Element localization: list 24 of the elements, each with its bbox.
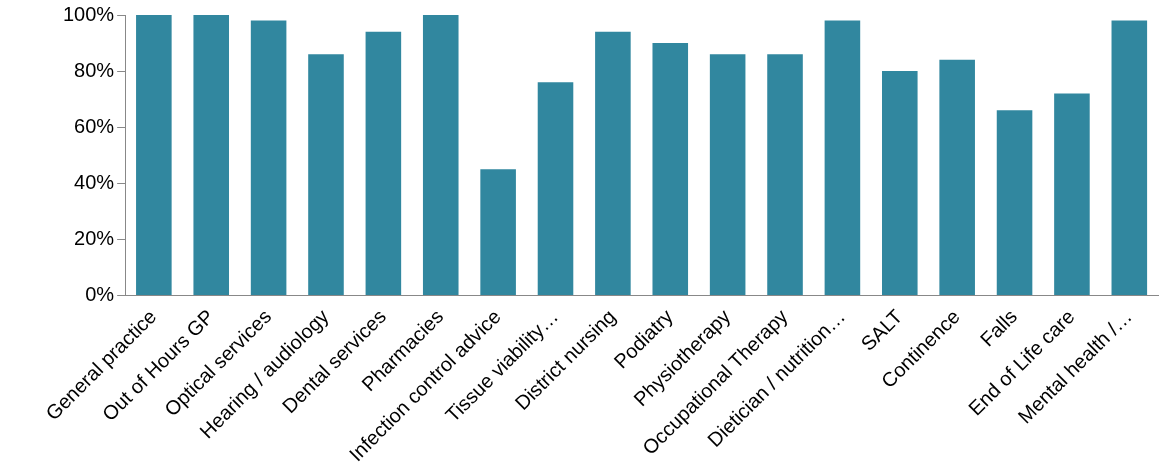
bar [882,71,918,295]
bar [652,43,689,295]
bar [308,54,344,295]
y-tick-label: 80% [74,58,115,81]
bar [136,15,172,295]
y-tick-label: 20% [74,226,115,249]
bar [824,20,861,295]
bar [1054,93,1090,295]
bar [996,110,1033,295]
bar [595,31,631,295]
bar [1111,20,1148,295]
bar [365,31,402,295]
bar [480,169,516,295]
y-tick-label: 60% [74,114,115,137]
bar [939,59,975,295]
bar [250,20,287,295]
y-tick-label: 40% [74,170,115,193]
bar [537,82,574,295]
y-tick-label: 0% [85,282,115,305]
bar [709,54,746,295]
bar [422,15,459,295]
y-tick-label: 100% [63,2,115,25]
bar [193,15,230,295]
bar [767,54,803,295]
